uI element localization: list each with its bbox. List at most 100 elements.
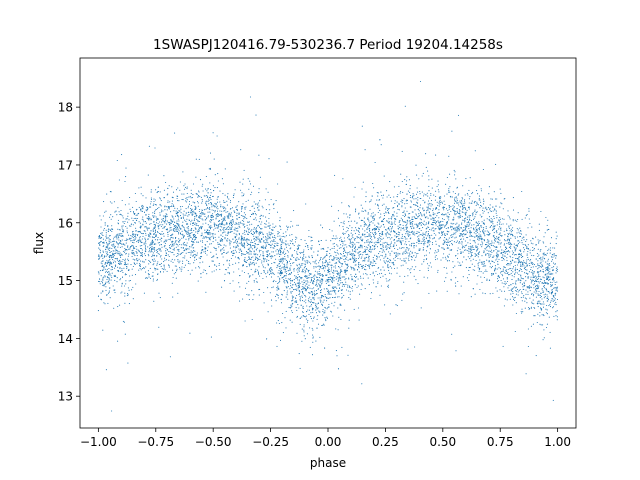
scatter-point <box>539 276 541 278</box>
scatter-point <box>457 226 459 228</box>
scatter-point <box>470 260 472 262</box>
scatter-point <box>396 212 398 214</box>
scatter-point <box>526 239 528 241</box>
scatter-point <box>515 248 517 250</box>
scatter-point <box>526 302 528 304</box>
scatter-point <box>400 190 402 193</box>
scatter-point <box>216 198 218 200</box>
scatter-point <box>233 229 235 231</box>
scatter-point <box>426 235 428 237</box>
scatter-point <box>285 270 287 273</box>
scatter-point <box>284 253 286 256</box>
scatter-point <box>499 188 501 190</box>
scatter-point <box>387 263 389 265</box>
scatter-point <box>430 203 432 205</box>
scatter-point <box>540 295 543 298</box>
scatter-point <box>378 253 380 255</box>
scatter-point <box>387 261 389 263</box>
scatter-point <box>100 226 102 228</box>
scatter-point <box>521 237 523 239</box>
scatter-point <box>248 249 250 251</box>
scatter-point <box>326 279 328 281</box>
scatter-point <box>271 240 273 242</box>
scatter-point <box>134 192 136 195</box>
scatter-point <box>531 249 533 252</box>
scatter-point <box>296 316 298 318</box>
scatter-point <box>251 262 253 264</box>
scatter-point <box>503 243 506 245</box>
scatter-point <box>119 270 121 272</box>
scatter-point <box>530 307 532 309</box>
scatter-point <box>470 249 472 251</box>
scatter-point <box>456 240 458 242</box>
scatter-point <box>166 214 168 216</box>
scatter-point <box>111 202 113 204</box>
scatter-point <box>303 254 305 256</box>
scatter-point <box>406 247 408 249</box>
scatter-point <box>541 314 543 316</box>
scatter-point <box>293 210 295 212</box>
scatter-point <box>179 268 181 270</box>
scatter-point <box>427 240 429 242</box>
scatter-point <box>461 243 463 245</box>
scatter-point <box>213 229 215 231</box>
scatter-point <box>244 214 247 216</box>
scatter-point <box>171 282 173 284</box>
scatter-point <box>537 248 539 250</box>
scatter-point <box>313 293 315 295</box>
scatter-point <box>143 221 145 223</box>
scatter-point <box>530 271 532 273</box>
scatter-point <box>507 268 509 270</box>
scatter-point <box>397 193 399 196</box>
scatter-point <box>380 254 382 256</box>
scatter-point <box>104 263 106 265</box>
scatter-point <box>253 232 255 234</box>
scatter-point <box>438 191 440 193</box>
scatter-point <box>204 229 206 231</box>
scatter-point <box>521 283 523 285</box>
scatter-point <box>511 233 513 235</box>
scatter-point <box>117 236 120 238</box>
scatter-point <box>185 197 187 199</box>
scatter-point <box>401 206 403 208</box>
scatter-point <box>451 223 453 225</box>
scatter-point <box>495 212 497 214</box>
scatter-point <box>520 310 522 313</box>
scatter-point <box>396 305 398 307</box>
scatter-point <box>509 218 511 220</box>
scatter-point <box>451 271 453 273</box>
scatter-point <box>475 230 477 232</box>
scatter-point <box>141 218 143 220</box>
scatter-point <box>547 296 549 298</box>
scatter-point <box>308 229 310 232</box>
scatter-point <box>509 260 512 262</box>
scatter-point <box>442 220 444 223</box>
scatter-point <box>436 208 438 210</box>
scatter-point <box>333 259 335 261</box>
scatter-point <box>532 299 534 301</box>
scatter-point <box>274 240 276 243</box>
scatter-point <box>205 244 207 246</box>
scatter-point <box>274 255 276 257</box>
scatter-point <box>529 249 531 251</box>
scatter-point <box>319 267 321 269</box>
scatter-point <box>415 255 418 257</box>
scatter-point <box>260 238 263 241</box>
scatter-point <box>378 230 380 232</box>
scatter-point <box>460 285 462 287</box>
scatter-point <box>107 281 109 283</box>
scatter-point <box>117 246 119 248</box>
scatter-point <box>371 213 373 215</box>
scatter-point <box>102 215 104 217</box>
scatter-point <box>166 220 168 222</box>
scatter-point <box>106 253 108 255</box>
scatter-point <box>293 261 295 264</box>
scatter-point <box>318 268 320 270</box>
scatter-point <box>354 211 357 213</box>
scatter-point <box>293 268 295 270</box>
scatter-point <box>531 261 533 264</box>
scatter-point <box>189 251 191 253</box>
scatter-point <box>258 221 260 223</box>
scatter-point <box>393 239 396 241</box>
scatter-point <box>502 208 504 210</box>
